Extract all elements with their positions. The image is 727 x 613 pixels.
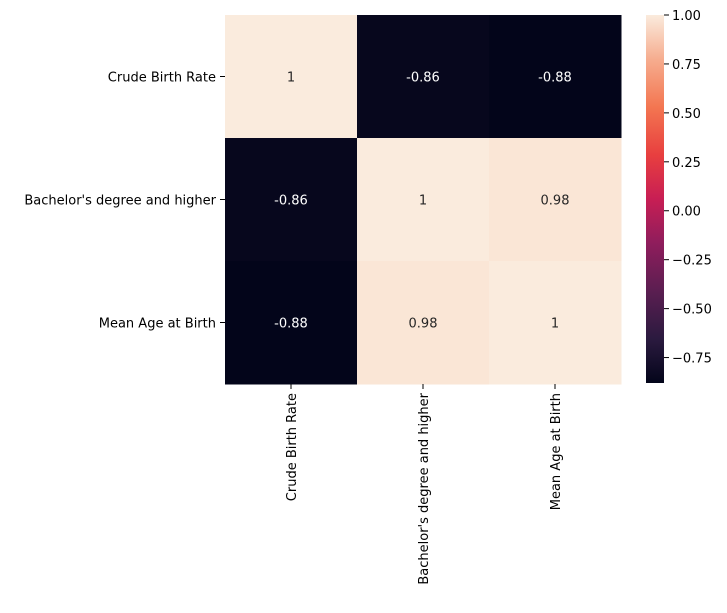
colorbar-tick-label: −0.50 <box>672 303 712 318</box>
colorbar: 1.00 0.75 0.50 0.25 0.00 −0.25 −0.50 −0.75 <box>646 9 712 383</box>
cell-annotation: -0.88 <box>538 71 572 86</box>
x-tick-label: Mean Age at Birth <box>549 393 564 510</box>
colorbar-tick-label: 0.75 <box>672 58 701 73</box>
y-tick-label: Mean Age at Birth <box>99 317 216 332</box>
cell-annotation: -0.86 <box>274 194 308 209</box>
cell-annotation: 1 <box>419 194 427 209</box>
colorbar-tick-label: −0.25 <box>672 254 712 269</box>
x-tick-label: Crude Birth Rate <box>285 393 300 501</box>
x-tick-label: Bachelor's degree and higher <box>417 392 432 584</box>
y-tick-label: Bachelor's degree and higher <box>24 194 216 209</box>
cell-annotation: -0.88 <box>274 317 308 332</box>
heatmap-cell <box>357 15 490 139</box>
y-axis: Crude Birth Rate Bachelor's degree and hi… <box>24 71 225 332</box>
colorbar-tick-label: 0.25 <box>672 156 701 171</box>
heatmap-cell <box>357 138 490 262</box>
heatmap-cell <box>489 261 622 385</box>
cell-annotation: 1 <box>551 317 559 332</box>
cell-annotation: -0.86 <box>406 71 440 86</box>
heatmap-cell <box>225 261 358 385</box>
heatmap-cell <box>489 138 622 262</box>
x-axis: Crude Birth Rate Bachelor's degree and hi… <box>285 384 564 585</box>
heatmap-cell <box>489 15 622 139</box>
cell-annotation: 0.98 <box>541 194 570 209</box>
cell-annotation: 0.98 <box>409 317 438 332</box>
colorbar-tick-label: 0.00 <box>672 205 701 220</box>
cell-annotations: 1 -0.86 -0.88 -0.86 1 0.98 -0.88 0.98 1 <box>274 71 572 332</box>
cell-annotation: 1 <box>287 71 295 86</box>
heatmap-cell <box>225 138 358 262</box>
heatmap-cells <box>225 15 622 385</box>
heatmap-cell <box>357 261 490 385</box>
heatmap-cell <box>225 15 358 139</box>
colorbar-gradient <box>646 15 664 383</box>
colorbar-tick-label: −0.75 <box>672 352 712 367</box>
colorbar-tick-label: 1.00 <box>672 9 701 24</box>
colorbar-tick-label: 0.50 <box>672 107 701 122</box>
y-tick-label: Crude Birth Rate <box>108 71 216 86</box>
